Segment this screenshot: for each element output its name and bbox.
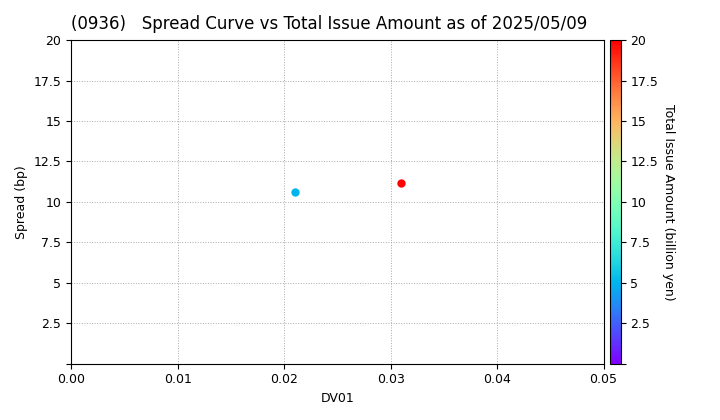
Y-axis label: Total Issue Amount (billion yen): Total Issue Amount (billion yen) [662, 104, 675, 300]
Point [289, 189, 300, 196]
Y-axis label: Spread (bp): Spread (bp) [15, 165, 28, 239]
X-axis label: DV01: DV01 [320, 392, 354, 405]
Text: (0936)   Spread Curve vs Total Issue Amount as of 2025/05/09: (0936) Spread Curve vs Total Issue Amoun… [71, 15, 588, 33]
Point [395, 179, 407, 186]
